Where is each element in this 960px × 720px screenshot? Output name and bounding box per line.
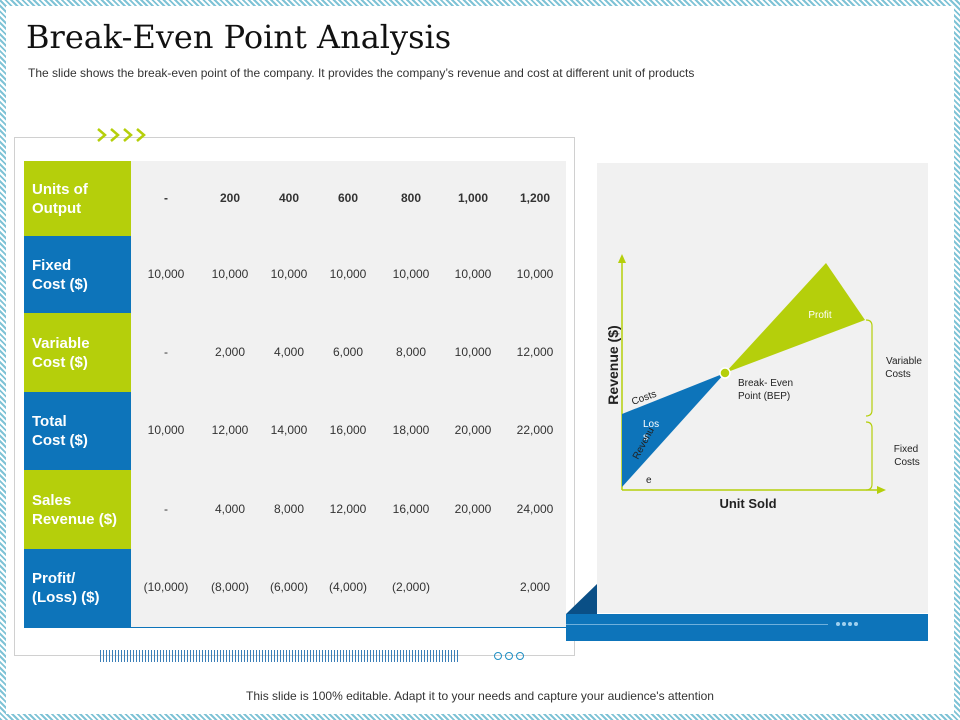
chevron-right-icon <box>96 127 147 143</box>
row-header: Sales Revenue ($) <box>24 470 131 549</box>
table-cell: 2,000 <box>519 580 551 594</box>
corner-triangle <box>566 584 597 614</box>
bep-label-line2: Point (BEP) <box>738 391 790 402</box>
row-header-line1: Fixed <box>32 256 72 274</box>
table-cell: 12,000 <box>329 501 367 516</box>
row-header: Variable Cost ($) <box>24 313 131 392</box>
table-cell: (2,000) <box>391 580 431 594</box>
table-cell: 10,000 <box>147 266 185 281</box>
table-cell: 6,000 <box>332 344 364 359</box>
fixed-costs-line1: Fixed <box>894 444 918 455</box>
table-row: Variable Cost ($) - 2,000 4,000 6,000 8,000 10,… <box>24 313 566 392</box>
y-axis-arrow <box>618 254 626 263</box>
profit-region <box>725 263 865 373</box>
table-cell: - <box>164 344 168 359</box>
footer-note: This slide is 100% editable. Adapt it to… <box>246 689 714 703</box>
table-cell: 12,000 <box>211 423 249 437</box>
row-header: Profit/ (Loss) ($) <box>24 549 131 627</box>
profit-label: Profit <box>808 310 832 321</box>
break-even-table: Units of Output - 200 400 600 800 1,000 1,200 Fix… <box>24 161 566 627</box>
row-header-line2: Revenue ($) <box>32 510 118 528</box>
table-cell: 800 <box>400 190 422 205</box>
table-cell: 12,000 <box>516 344 554 359</box>
fixed-costs-bracket <box>865 421 873 491</box>
table-cell: 20,000 <box>454 423 492 437</box>
row-header-line2: Output <box>32 199 82 217</box>
row-header: Fixed Cost ($) <box>24 236 131 313</box>
x-axis-arrow <box>877 486 886 494</box>
band-dots <box>836 622 858 626</box>
table-cell: 2,000 <box>214 344 246 359</box>
row-header-line1: Sales <box>32 491 72 509</box>
table-cell: 8,000 <box>395 344 427 359</box>
table-cell: (4,000) <box>328 580 368 594</box>
table-cell: 22,000 <box>516 423 554 437</box>
table-cell: 1,200 <box>519 190 551 205</box>
table-cell: 10,000 <box>211 266 249 281</box>
row-header-line2: Cost ($) <box>32 353 88 371</box>
decorative-barcode <box>100 650 458 662</box>
table-cell: 10,000 <box>329 266 367 281</box>
page-subtitle: The slide shows the break-even point of … <box>28 66 695 80</box>
row-header: Total Cost ($) <box>24 392 131 470</box>
table-row: Fixed Cost ($) 10,000 10,000 10,000 10,000 10,… <box>24 236 566 313</box>
table-cell: 10,000 <box>454 266 492 281</box>
table-row: Units of Output - 200 400 600 800 1,000 1,200 <box>24 161 566 236</box>
row-header-line2: Cost ($) <box>32 432 88 449</box>
table-cell: 10,000 <box>270 266 308 281</box>
table-cell: 4,000 <box>273 344 305 359</box>
table-cell: 8,000 <box>273 501 305 516</box>
table-cell: 16,000 <box>329 423 367 437</box>
row-header-line1: Units of <box>32 180 88 198</box>
divider <box>24 627 569 628</box>
variable-costs-line2: Costs <box>885 369 911 380</box>
row-header-line2: Cost ($) <box>32 275 88 293</box>
table-cell: 4,000 <box>214 501 246 516</box>
table-cell: 10,000 <box>454 344 492 359</box>
table-row: Profit/ (Loss) ($) (10,000) (8,000) (6,000) (… <box>24 549 566 627</box>
row-header-line1: Variable <box>32 334 90 352</box>
revenue-label-line2: e <box>646 475 652 486</box>
variable-costs-bracket <box>865 319 873 417</box>
row-header-line1: Profit/ <box>32 570 76 587</box>
chart-panel <box>597 163 928 613</box>
table-cell: 18,000 <box>392 423 430 437</box>
variable-costs-line1: Variable <box>886 356 922 367</box>
loss-label-line1: Los <box>643 419 659 430</box>
table-cell: - <box>164 501 168 516</box>
table-cell: 16,000 <box>392 501 430 516</box>
table-cell: 20,000 <box>454 501 492 516</box>
table-cell: 24,000 <box>516 501 554 516</box>
x-axis-label: Unit Sold <box>719 496 776 511</box>
fixed-costs-line2: Costs <box>894 457 920 468</box>
table-cell: 10,000 <box>392 266 430 281</box>
decorative-band <box>566 614 928 641</box>
row-header: Units of Output <box>24 161 131 236</box>
page-title: Break-Even Point Analysis <box>26 18 452 56</box>
table-cell: 10,000 <box>147 423 185 437</box>
table-cell: 10,000 <box>516 266 554 281</box>
table-row: Sales Revenue ($) - 4,000 8,000 12,000 16,000 2… <box>24 470 566 549</box>
table-cell: 600 <box>337 190 359 205</box>
table-cell: - <box>164 190 168 205</box>
table-cell: (8,000) <box>210 580 250 594</box>
y-axis-label: Revenue ($) <box>605 325 621 404</box>
table-row: Total Cost ($) 10,000 12,000 14,000 16,000 18,… <box>24 392 566 470</box>
table-cell: 200 <box>219 190 241 205</box>
circle-outline-icon <box>494 652 524 660</box>
bep-label-line1: Break- Even <box>738 378 793 389</box>
loss-region <box>622 373 725 487</box>
table-cell: 14,000 <box>270 423 308 437</box>
row-header-line1: Total <box>32 413 67 430</box>
loss-label-line2: s <box>643 432 648 443</box>
bep-marker <box>719 367 731 379</box>
row-header-line2: (Loss) ($) <box>32 589 100 606</box>
table-cell: 1,000 <box>457 190 489 205</box>
table-cell: (6,000) <box>269 580 309 594</box>
table-cell: 400 <box>278 190 300 205</box>
table-cell: (10,000) <box>143 580 189 594</box>
band-line <box>566 624 828 625</box>
